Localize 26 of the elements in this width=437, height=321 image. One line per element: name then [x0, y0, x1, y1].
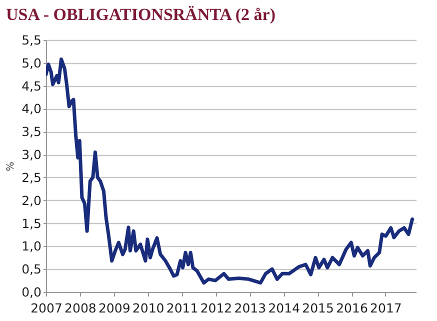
y-tick-label: 0,5 [22, 262, 42, 277]
x-tick-label: 2016 [336, 300, 368, 316]
x-tick-label: 2017 [370, 300, 402, 316]
x-tick-label: 2014 [268, 300, 300, 316]
y-tick-label: 2,0 [22, 192, 42, 208]
y-tick-label: 3,0 [22, 147, 42, 162]
x-tick-label: 2012 [200, 300, 232, 316]
y-tick-label: 4,5 [22, 78, 42, 94]
y-tick-label: 1,0 [22, 238, 42, 254]
chart-title: USA - OBLIGATIONSRÄNTA (2 år) [6, 5, 276, 24]
x-tick-label: 2008 [64, 300, 96, 316]
y-tick-label: 1,5 [22, 216, 42, 231]
y-axis-title: % [6, 162, 17, 172]
y-tick-label: 2,5 [22, 170, 42, 185]
x-tick-label: 2010 [132, 300, 164, 316]
x-tick-label: 2011 [166, 300, 198, 316]
x-tick-label: 2009 [98, 300, 130, 316]
x-tick-label: 2007 [30, 300, 62, 316]
y-tick-label: 5,0 [22, 55, 42, 70]
y-tick-label: 0,0 [22, 284, 42, 300]
y-tick-label: 4,0 [22, 101, 42, 116]
x-tick-label: 2015 [302, 300, 334, 316]
y-tick-label: 5,5 [22, 32, 42, 48]
y-tick-label: 3,5 [22, 124, 42, 140]
line-series [46, 57, 414, 285]
x-tick-label: 2013 [234, 300, 266, 316]
